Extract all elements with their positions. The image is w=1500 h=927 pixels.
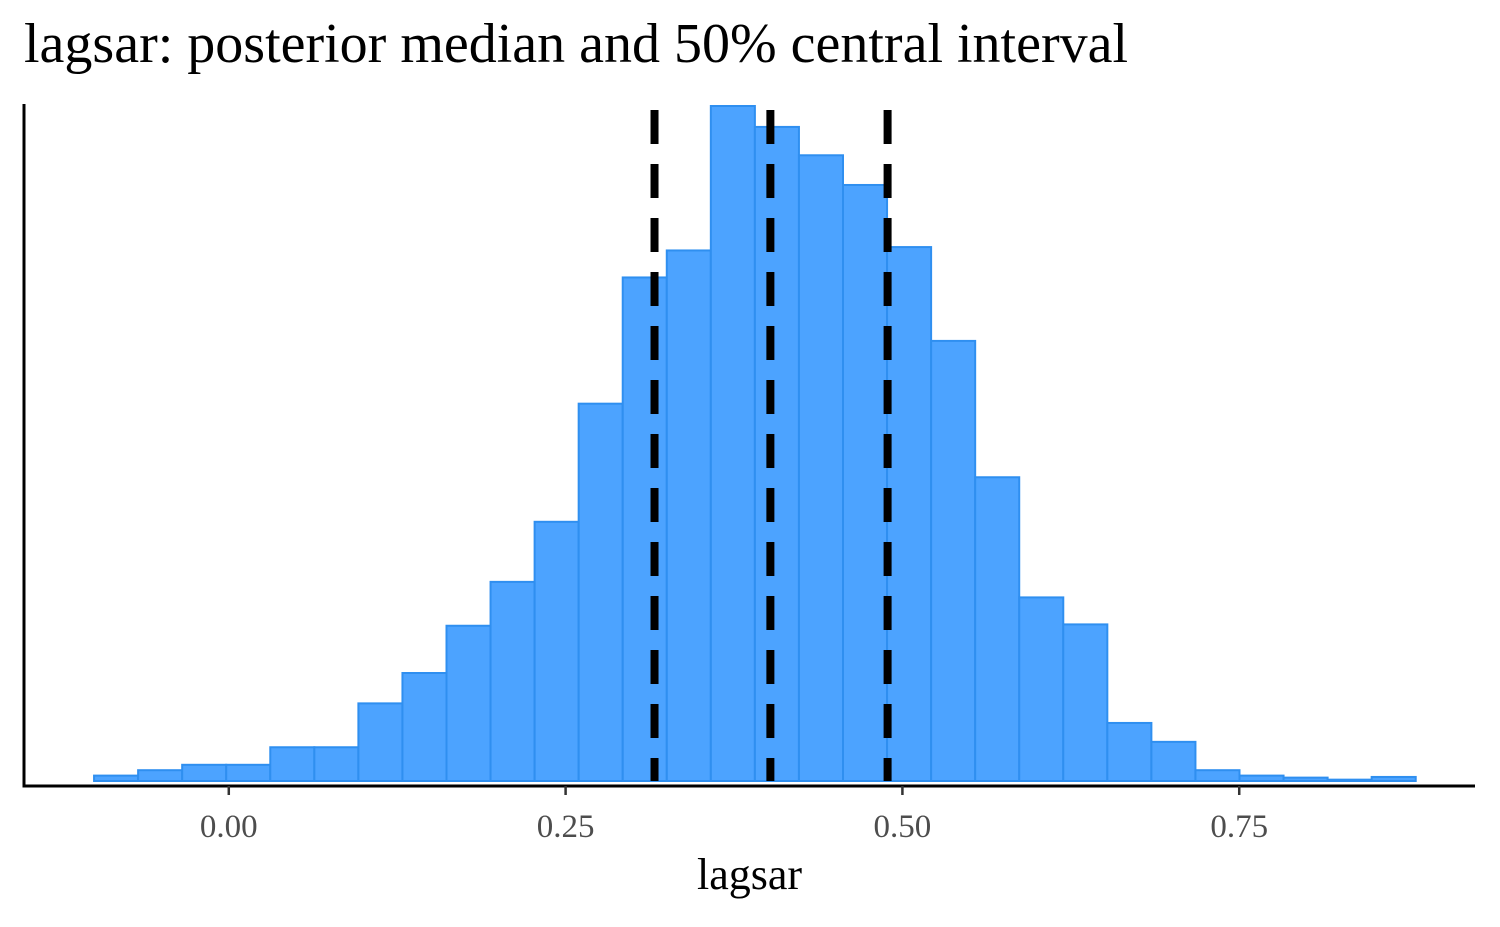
histogram-bar [225,763,272,782]
histogram-bars [93,105,1417,783]
x-tick-label: 0.75 [1210,809,1268,845]
x-axis-ticks: 0.00 0.25 0.50 0.75 [200,786,1268,845]
histogram-bar [445,624,492,782]
histogram-bar [841,183,889,783]
histogram-bar [1282,776,1329,782]
histogram-bar [489,580,536,782]
histogram-bar [313,746,360,782]
x-tick-label: 0.25 [537,809,595,845]
x-tick-label: 0.50 [874,809,932,845]
histogram-bar [797,154,844,782]
histogram-bar [1238,774,1285,782]
histogram-bar [886,246,933,782]
histogram-bar [709,105,756,782]
histogram-bar [577,402,624,782]
histogram-bar [93,774,140,782]
histogram-bar [930,339,977,782]
histogram-bar [1062,623,1109,783]
x-tick-label: 0.00 [200,809,258,845]
histogram-bar [269,746,316,782]
interval-lines [650,110,892,781]
histogram-bar [753,125,800,783]
histogram-bar [621,276,668,782]
histogram-bar [401,672,448,782]
histogram-bar [181,763,228,782]
histogram-bar [137,769,184,783]
histogram-bar [665,249,712,782]
chart-title: lagsar: posterior median and 50% central… [24,13,1129,75]
histogram-bar [1194,769,1241,783]
histogram-bar [1018,596,1065,783]
x-axis-title: lagsar [697,850,802,899]
histogram-bar [357,702,404,782]
histogram-bar [1106,721,1153,783]
histogram-bar [533,520,580,782]
histogram-bar [1370,775,1417,783]
histogram-bar [1150,740,1197,782]
histogram-bar [974,476,1021,782]
histogram-bar [1326,778,1373,783]
